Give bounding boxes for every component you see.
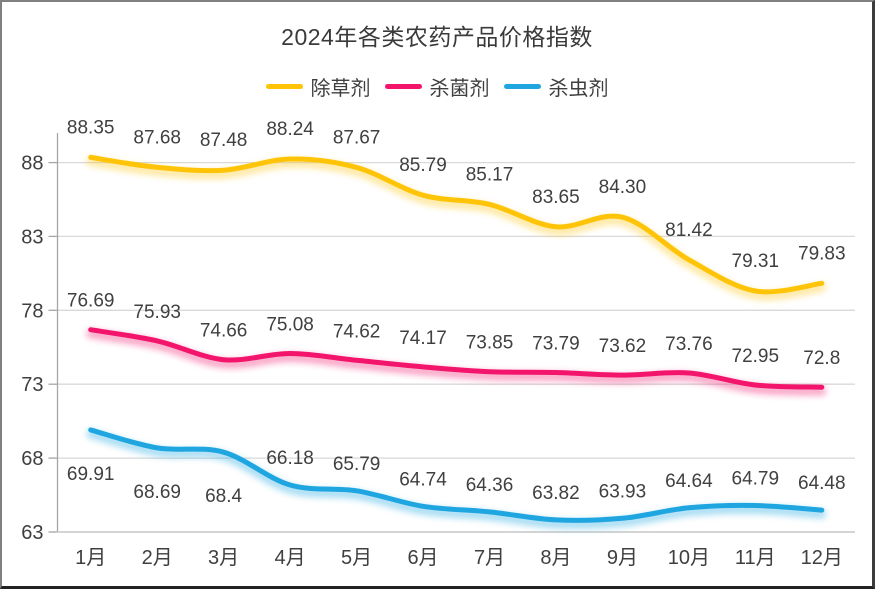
- data-label: 65.79: [333, 454, 381, 475]
- x-axis-tick-label: 4月: [275, 547, 306, 569]
- data-label: 73.62: [599, 336, 647, 357]
- data-label: 74.17: [399, 328, 447, 349]
- x-axis-tick-label: 1月: [75, 547, 106, 569]
- legend-label: 杀菌剂: [429, 78, 490, 100]
- legend-marker-icon: [384, 84, 422, 89]
- data-label: 64.79: [732, 469, 780, 490]
- data-label: 87.68: [133, 127, 181, 148]
- data-label: 73.79: [532, 334, 580, 355]
- series-glow-0: [86, 156, 827, 301]
- data-label: 72.8: [803, 348, 840, 369]
- data-label: 73.76: [665, 334, 713, 355]
- data-label: 68.69: [133, 482, 181, 503]
- data-label: 72.95: [732, 346, 780, 367]
- y-axis-tick-label: 68: [21, 448, 43, 470]
- data-label: 64.36: [466, 475, 514, 496]
- x-axis-tick-label: 6月: [407, 547, 438, 569]
- series-glow-2: [86, 429, 827, 529]
- x-axis-tick-label: 2月: [142, 547, 173, 569]
- data-label: 69.91: [67, 464, 115, 485]
- x-axis-tick-label: 10月: [668, 547, 710, 569]
- chart-title: 2024年各类农药产品价格指数: [281, 24, 593, 50]
- data-label: 66.18: [266, 448, 314, 469]
- y-axis-tick-label: 63: [21, 522, 43, 544]
- data-label: 84.30: [599, 177, 647, 198]
- legend-item-2: 杀虫剂: [503, 72, 609, 101]
- legend-label: 杀虫剂: [548, 78, 609, 100]
- x-axis-tick-label: 8月: [540, 547, 571, 569]
- series-line-2: [88, 427, 825, 523]
- x-axis-tick-label: 5月: [341, 547, 372, 569]
- x-axis-tick-label: 12月: [801, 547, 843, 569]
- data-label: 85.79: [399, 155, 447, 176]
- data-label: 87.48: [200, 130, 248, 151]
- y-axis-tick-label: 73: [21, 374, 43, 396]
- data-label: 75.93: [133, 302, 181, 323]
- data-label: 83.65: [532, 187, 580, 208]
- series-line-1: [88, 327, 825, 390]
- x-axis-tick-label: 3月: [208, 547, 239, 569]
- x-axis-tick-label: 7月: [474, 547, 505, 569]
- data-label: 68.4: [205, 486, 242, 507]
- series-glow-1: [86, 329, 827, 396]
- data-label: 79.83: [798, 243, 846, 264]
- data-label: 75.08: [266, 315, 314, 336]
- legend-label: 除草剂: [310, 78, 371, 100]
- x-axis-tick-label: 11月: [735, 547, 776, 569]
- data-label: 74.66: [200, 321, 248, 342]
- data-label: 76.69: [67, 291, 115, 312]
- y-axis-tick-label: 78: [21, 300, 43, 322]
- data-label: 63.82: [532, 483, 580, 504]
- legend-marker-icon: [265, 84, 303, 89]
- data-label: 87.67: [333, 127, 381, 148]
- data-label: 64.74: [399, 469, 447, 490]
- chart-legend: 除草剂 杀菌剂 杀虫剂: [2, 72, 872, 101]
- data-label: 81.42: [665, 220, 713, 241]
- series-line-0: [88, 154, 825, 295]
- y-axis-tick-label: 83: [21, 226, 43, 248]
- legend-item-1: 杀菌剂: [384, 72, 490, 101]
- y-axis-tick-label: 88: [21, 153, 43, 175]
- data-label: 63.93: [599, 481, 647, 502]
- legend-item-0: 除草剂: [265, 72, 371, 101]
- data-label: 64.64: [665, 471, 713, 492]
- data-label: 88.35: [67, 117, 115, 138]
- data-label: 74.62: [333, 321, 381, 342]
- data-label: 79.31: [732, 251, 780, 272]
- x-axis-tick-label: 9月: [607, 547, 638, 569]
- data-label: 73.85: [466, 333, 514, 354]
- data-label: 88.24: [266, 119, 314, 140]
- legend-marker-icon: [503, 84, 541, 89]
- data-label: 85.17: [466, 164, 514, 185]
- data-label: 64.48: [798, 473, 846, 494]
